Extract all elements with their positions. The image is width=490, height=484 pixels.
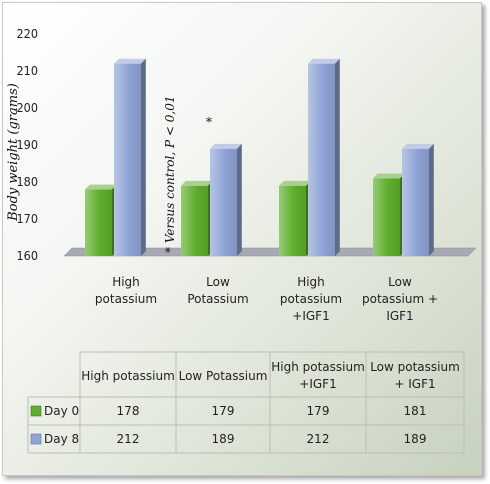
- bar-top: [308, 58, 340, 64]
- bar-day-8: [402, 148, 429, 256]
- y-axis-label: Body weight (grams): [6, 83, 21, 222]
- bar-day-0: [85, 189, 112, 256]
- y-tick-label: 180: [17, 174, 38, 189]
- x-category-label: High potassium +IGF1: [280, 275, 342, 323]
- table-header: Low potassium + IGF1: [370, 360, 460, 391]
- x-category-label: High potassium: [95, 275, 157, 306]
- x-category-label: Low potassium + IGF1: [362, 275, 438, 323]
- x-category-label: Low Potassium: [187, 275, 248, 306]
- table-row-label: Day 8: [44, 432, 79, 446]
- plot-area: 160 170 180 190 200 210 220 Body weight (grams)…: [6, 26, 477, 323]
- bar-day-8: [308, 63, 335, 256]
- legend-swatch: [30, 405, 42, 417]
- bar-top: [114, 58, 146, 64]
- table-cell: 181: [404, 404, 427, 418]
- bar-top: [279, 180, 311, 186]
- table-cell: 179: [212, 404, 235, 418]
- significance-asterisk: *: [206, 115, 212, 129]
- bar-day-0: [279, 185, 306, 256]
- bar-day-8: [210, 148, 237, 256]
- table-cell: 189: [212, 432, 235, 446]
- legend-swatch: [30, 433, 42, 445]
- table-row-label: Day 0: [44, 404, 79, 418]
- y-tick-label: 190: [17, 137, 38, 152]
- bar-top: [85, 184, 117, 190]
- bar-day-8: [114, 63, 141, 256]
- y-tick-label: 210: [17, 63, 38, 78]
- table-cell: 178: [117, 404, 140, 418]
- bar-side: [429, 143, 434, 256]
- bar-top: [402, 143, 434, 149]
- y-tick-label: 160: [17, 248, 38, 263]
- table-cell: 212: [307, 432, 330, 446]
- bar-side: [335, 58, 340, 256]
- table-cell: 212: [117, 432, 140, 446]
- table-header: High potassium: [81, 369, 175, 383]
- significance-note: * Versus control, P < 0,01: [163, 96, 177, 253]
- bar-top: [373, 173, 405, 179]
- y-tick-label: 220: [17, 26, 38, 41]
- bar-top: [210, 143, 242, 149]
- table-header: High potassium +IGF1: [271, 360, 365, 391]
- table-cell: 179: [307, 404, 330, 418]
- bar-side: [141, 58, 146, 256]
- y-tick-label: 170: [17, 211, 38, 226]
- bar-top: [181, 180, 213, 186]
- bar-day-0: [181, 185, 208, 256]
- bar-day-0: [373, 178, 400, 256]
- table-header: Low Potassium: [179, 369, 268, 383]
- y-tick-label: 200: [17, 100, 38, 115]
- bar-side: [237, 143, 242, 256]
- table-cell: 189: [404, 432, 427, 446]
